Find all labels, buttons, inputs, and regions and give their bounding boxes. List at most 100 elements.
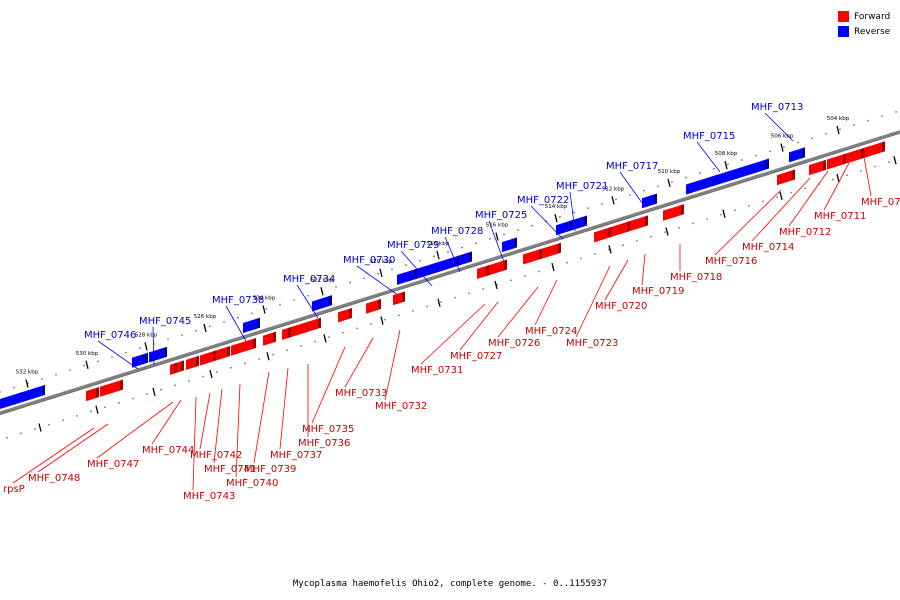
lower-dot (888, 161, 890, 163)
lower-dot (244, 362, 246, 365)
lower-dot (860, 169, 862, 172)
reverse-gene (789, 148, 802, 163)
upper-dot (419, 259, 421, 262)
forward-leader (384, 329, 401, 401)
forward-gene (630, 216, 645, 232)
kbp-label: 506 kbp (771, 134, 794, 140)
forward-leader (534, 279, 558, 326)
upper-dot (699, 172, 701, 175)
lower-tick (266, 352, 270, 361)
lower-dot (118, 401, 120, 404)
forward-gene (200, 351, 213, 366)
forward-gene (846, 148, 861, 164)
forward-gene-label: MHF_0744 (142, 445, 194, 456)
forward-leader (199, 392, 211, 450)
lower-dot (160, 388, 162, 391)
forward-gene (86, 387, 96, 402)
upper-dot (671, 181, 673, 183)
reverse-gene (312, 296, 329, 312)
forward-gene-side (882, 141, 885, 153)
lower-dot (230, 366, 232, 369)
lower-dot (804, 187, 806, 190)
lower-dot (622, 244, 624, 247)
lower-dot (510, 279, 512, 282)
reverse-leader (400, 250, 433, 287)
reverse-leader (569, 191, 576, 232)
reverse-gene-edge (312, 305, 332, 312)
reverse-gene-side (456, 255, 459, 267)
kbp-tick (495, 232, 499, 241)
forward-gene-label: MHF_0727 (450, 351, 502, 362)
upper-dot (0, 391, 1, 393)
upper-dot (797, 141, 799, 144)
lower-tick (551, 262, 555, 272)
lower-dot (678, 226, 680, 229)
upper-dot (265, 307, 267, 310)
reverse-leader (444, 236, 461, 273)
reverse-gene-side (257, 317, 260, 329)
kbp-label: 532 kbp (16, 370, 39, 376)
upper-dot (489, 237, 491, 240)
upper-dot (475, 242, 477, 245)
kbp-label: 512 kbp (602, 186, 625, 192)
forward-gene-edge (523, 258, 542, 265)
kbp-label: 528 kbp (135, 332, 158, 338)
forward-gene-side (608, 226, 611, 238)
kbp-tick (25, 379, 29, 388)
kbp-tick (554, 214, 558, 223)
legend-reverse-label: Reverse (854, 26, 891, 37)
kbp-tick (436, 250, 440, 260)
lower-dot (286, 349, 288, 352)
kbp-tick (203, 323, 207, 333)
forward-leader (641, 253, 646, 286)
reverse-gene-side (469, 251, 472, 263)
reverse-gene (502, 238, 514, 253)
forward-gene-edge (86, 396, 99, 402)
reverse-gene-side (570, 219, 573, 231)
upper-dot (69, 369, 71, 372)
forward-gene-label: MHF_0742 (190, 450, 242, 461)
forward-leader (575, 265, 611, 338)
reverse-gene (457, 252, 469, 267)
lower-dot (874, 165, 876, 168)
forward-leader (12, 427, 95, 484)
lower-dot (188, 380, 190, 382)
upper-dot (181, 334, 183, 337)
lower-tick (665, 227, 669, 236)
forward-gene (100, 380, 120, 397)
lower-dot (524, 274, 526, 277)
forward-gene-side (288, 326, 291, 338)
forward-gene-label: MHF_0719 (632, 286, 684, 297)
lower-dot (384, 318, 386, 321)
forward-gene (291, 318, 318, 338)
lower-tick (836, 173, 840, 183)
forward-gene-edge (100, 389, 123, 397)
lower-dot (48, 423, 50, 426)
reverse-gene-edge (414, 265, 459, 280)
lower-tick (437, 298, 441, 307)
forward-gene-label: MHF_0747 (87, 459, 139, 470)
lower-dot (720, 213, 722, 216)
upper-dot (601, 202, 603, 205)
upper-dot (657, 185, 659, 188)
reverse-gene-side (584, 215, 587, 227)
reverse-gene-edge (686, 168, 769, 195)
forward-gene-side (96, 386, 99, 398)
forward-leader (604, 259, 629, 301)
lower-tick (95, 405, 99, 414)
kbp-label: 514 kbp (545, 204, 568, 210)
forward-gene-side (627, 220, 630, 232)
lower-dot (76, 415, 78, 417)
lower-dot (20, 432, 22, 435)
forward-gene-side (558, 242, 561, 254)
forward-gene-side (823, 159, 826, 171)
forward-leader (151, 399, 182, 445)
lower-dot (594, 253, 596, 255)
reverse-gene-label: MHF_0745 (139, 316, 191, 327)
reverse-gene (397, 269, 414, 285)
forward-gene (611, 221, 627, 238)
reverse-leader (530, 205, 564, 240)
lower-tick (779, 191, 783, 201)
upper-dot (209, 325, 211, 328)
